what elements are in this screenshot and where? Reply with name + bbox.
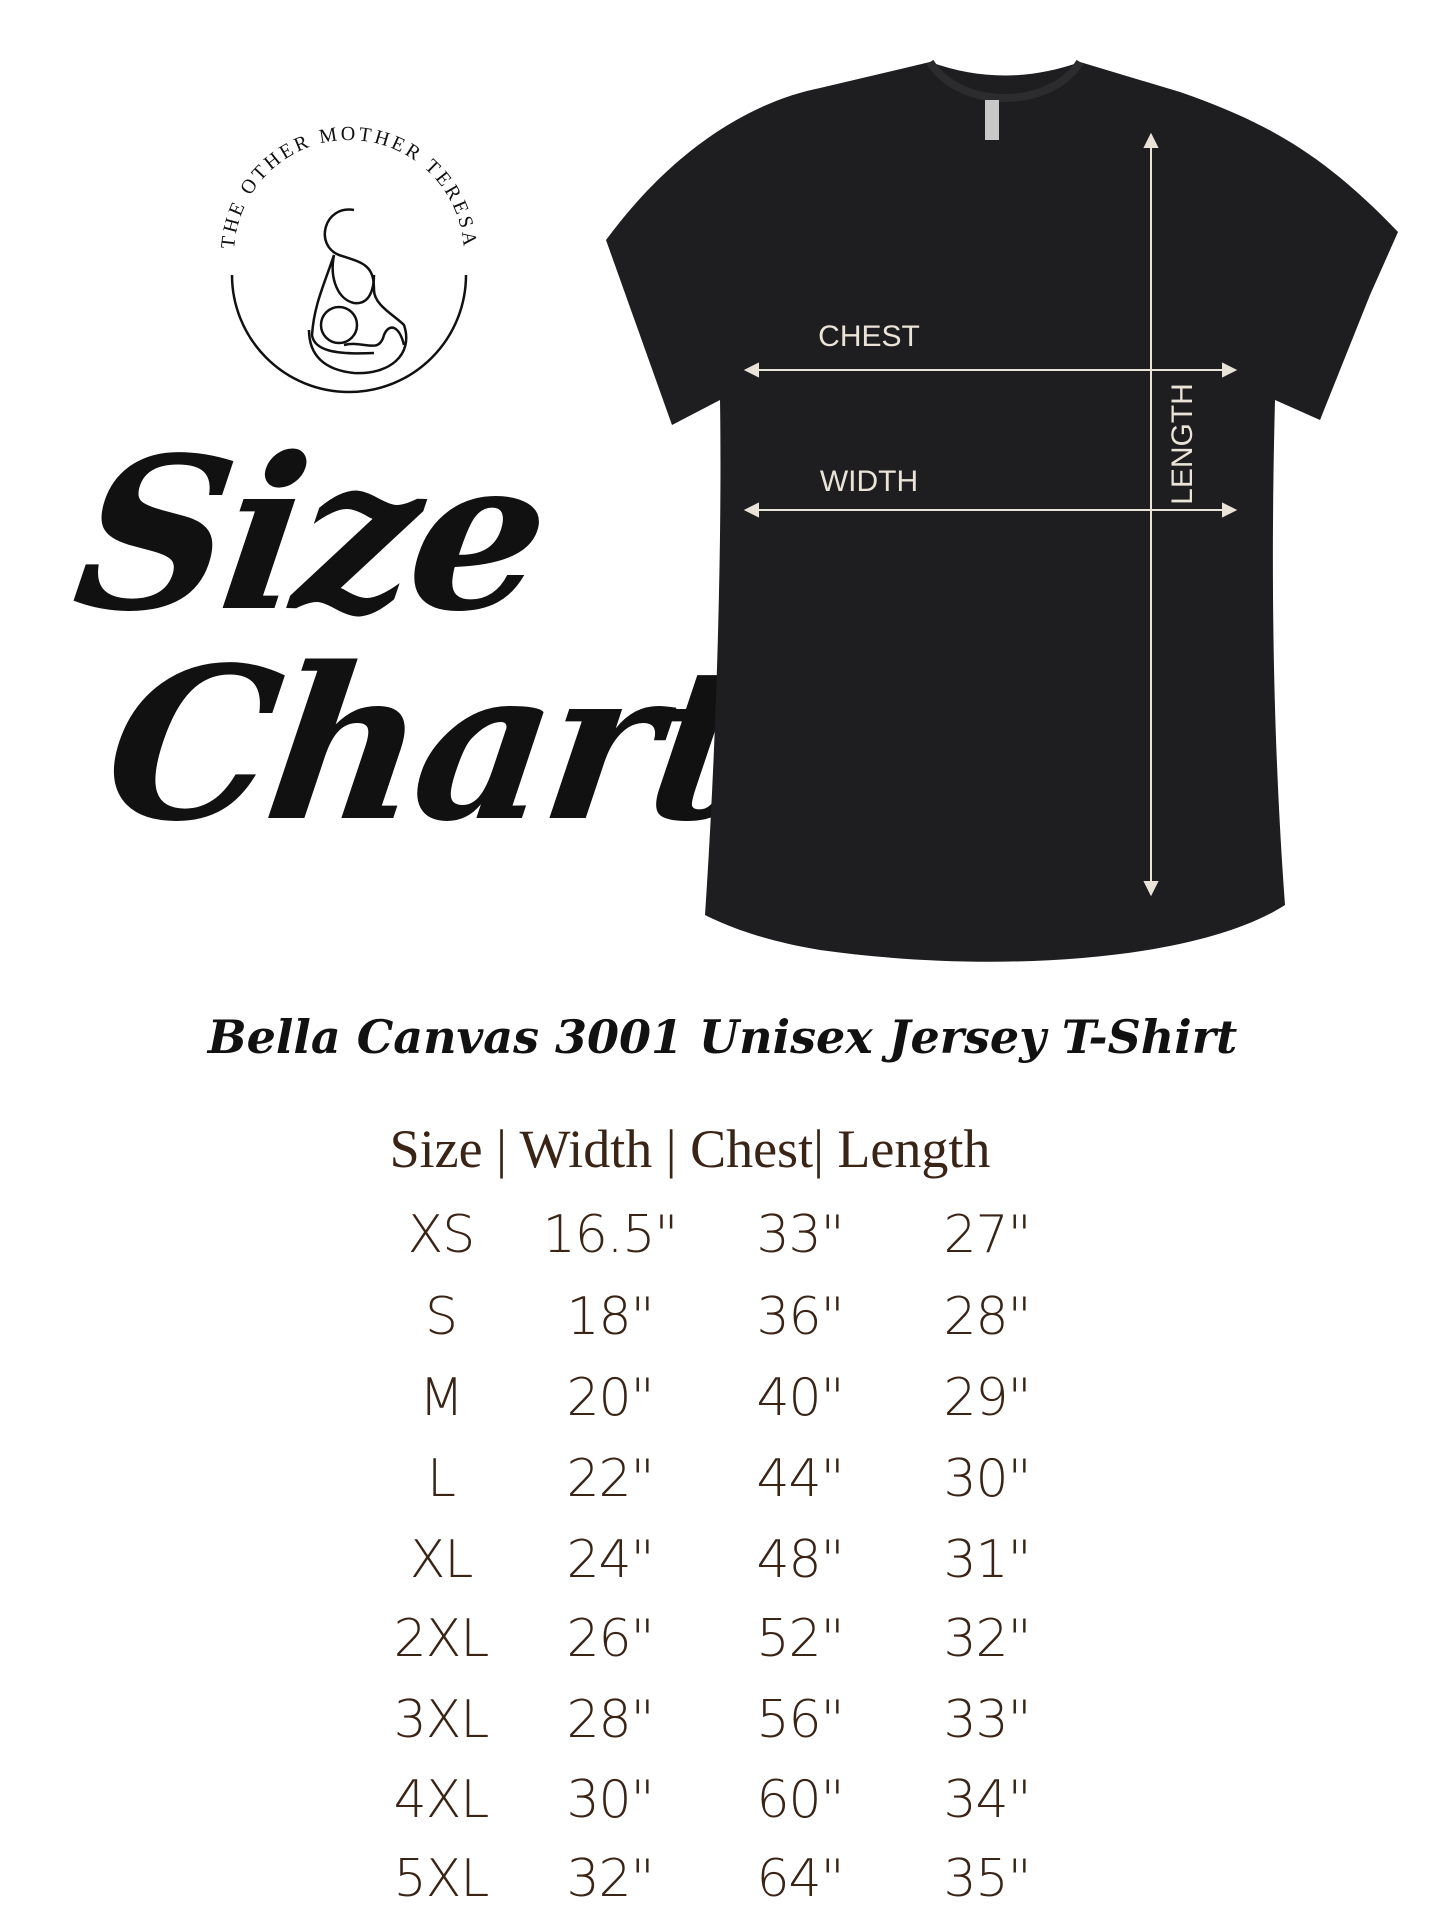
width-label: WIDTH xyxy=(820,465,918,498)
size-cell: M xyxy=(419,1368,464,1428)
logo-text: THE OTHER MOTHER TERESA xyxy=(217,123,478,250)
width-cell: 20" xyxy=(566,1368,654,1428)
length-cell: 34" xyxy=(943,1770,1031,1830)
chest-cell: 48" xyxy=(756,1530,844,1590)
width-cell: 24" xyxy=(566,1530,654,1590)
length-cell: 32" xyxy=(943,1609,1031,1669)
size-table-header: Size | Width | Chest| Length xyxy=(389,1119,991,1179)
table-row: XS 16.5" 33" 27" xyxy=(0,1205,1445,1285)
length-cell: 31" xyxy=(943,1530,1031,1590)
product-subtitle: Bella Canvas 3001 Unisex Jersey T-Shirt xyxy=(207,1010,1238,1064)
chest-cell: 40" xyxy=(756,1368,844,1428)
table-row: S 18" 36" 28" xyxy=(0,1287,1445,1367)
shirt-tag xyxy=(985,100,999,140)
size-cell: S xyxy=(424,1287,458,1347)
length-label: LENGTH xyxy=(1166,383,1199,505)
tshirt-shape xyxy=(606,62,1398,962)
svg-text:THE OTHER MOTHER TERESA: THE OTHER MOTHER TERESA xyxy=(217,123,481,250)
size-cell: 5XL xyxy=(393,1849,490,1909)
table-row: M 20" 40" 29" xyxy=(0,1368,1445,1448)
width-cell: 26" xyxy=(566,1609,654,1669)
size-cell: 2XL xyxy=(393,1609,490,1669)
chest-label: CHEST xyxy=(818,320,920,353)
table-row: 5XL 32" 64" 35" xyxy=(0,1849,1445,1929)
chest-cell: 44" xyxy=(756,1449,844,1509)
table-row: XL 24" 48" 31" xyxy=(0,1530,1445,1610)
width-cell: 32" xyxy=(566,1849,654,1909)
length-cell: 28" xyxy=(943,1287,1031,1347)
width-cell: 22" xyxy=(566,1449,654,1509)
table-row: 3XL 28" 56" 33" xyxy=(0,1690,1445,1770)
size-cell: XL xyxy=(409,1530,474,1590)
table-row: 2XL 26" 52" 32" xyxy=(0,1609,1445,1689)
tshirt-diagram: CHEST WIDTH LENGTH xyxy=(606,59,1398,962)
size-cell: 4XL xyxy=(393,1770,490,1830)
table-row: L 22" 44" 30" xyxy=(0,1449,1445,1529)
chest-cell: 52" xyxy=(756,1609,844,1669)
width-cell: 18" xyxy=(566,1287,654,1347)
chest-cell: 36" xyxy=(756,1287,844,1347)
chest-cell: 33" xyxy=(756,1205,844,1265)
width-cell: 16.5" xyxy=(542,1205,679,1265)
length-cell: 30" xyxy=(943,1449,1031,1509)
length-cell: 33" xyxy=(943,1690,1031,1750)
size-cell: 3XL xyxy=(393,1690,490,1750)
size-cell: XS xyxy=(407,1205,476,1265)
brand-logo: THE OTHER MOTHER TERESA xyxy=(217,123,481,394)
chest-cell: 64" xyxy=(756,1849,844,1909)
width-cell: 30" xyxy=(566,1770,654,1830)
width-cell: 28" xyxy=(566,1690,654,1750)
length-cell: 27" xyxy=(943,1205,1031,1265)
chest-cell: 60" xyxy=(756,1770,844,1830)
length-cell: 35" xyxy=(943,1849,1031,1909)
title-size: Size xyxy=(62,411,558,658)
chest-cell: 56" xyxy=(756,1690,844,1750)
mother-and-baby-icon xyxy=(307,208,408,375)
table-row: 4XL 30" 60" 34" xyxy=(0,1770,1445,1850)
size-cell: L xyxy=(427,1449,456,1509)
length-cell: 29" xyxy=(943,1368,1031,1428)
